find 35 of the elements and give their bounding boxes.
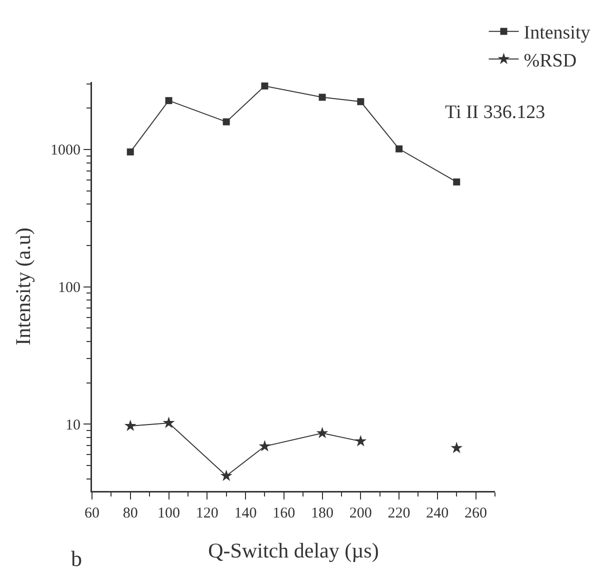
x-tick-label: 100 bbox=[158, 506, 180, 522]
point bbox=[453, 178, 460, 186]
x-tick-label: 220 bbox=[388, 506, 410, 522]
x-tick-label: 80 bbox=[122, 506, 138, 522]
x-tick-label: 240 bbox=[426, 506, 449, 522]
point bbox=[258, 440, 271, 452]
x-tick-label: 180 bbox=[311, 506, 334, 522]
y-tick-label: 10 bbox=[66, 417, 80, 434]
y-tick-label: 100 bbox=[58, 280, 80, 296]
x-tick-label: 200 bbox=[349, 506, 372, 522]
x-axis-title: Q-Switch delay (µs) bbox=[208, 538, 379, 562]
point bbox=[124, 420, 136, 432]
point bbox=[316, 426, 328, 438]
point bbox=[162, 416, 175, 428]
y-tick-label: 1000 bbox=[50, 142, 80, 159]
point bbox=[396, 145, 403, 152]
point bbox=[354, 435, 367, 446]
annotation: Ti II 336.123 bbox=[445, 102, 546, 123]
text: b bbox=[71, 546, 82, 571]
x-tick-label: 60 bbox=[84, 506, 100, 522]
x-tick-label: 160 bbox=[272, 506, 296, 522]
legend-label: %RSD bbox=[524, 50, 577, 72]
point bbox=[126, 148, 134, 156]
point bbox=[357, 98, 364, 106]
point bbox=[165, 97, 172, 104]
point bbox=[261, 82, 268, 90]
x-tick-label: 140 bbox=[234, 506, 257, 522]
y-axis-title: Intensity (a.u) bbox=[10, 228, 35, 346]
legend-label: Intensity bbox=[524, 22, 591, 44]
point bbox=[450, 442, 463, 454]
x-tick-label: 120 bbox=[196, 506, 218, 522]
point bbox=[222, 118, 230, 126]
point bbox=[220, 470, 232, 481]
point bbox=[318, 94, 326, 101]
x-tick-label: 260 bbox=[464, 506, 488, 522]
